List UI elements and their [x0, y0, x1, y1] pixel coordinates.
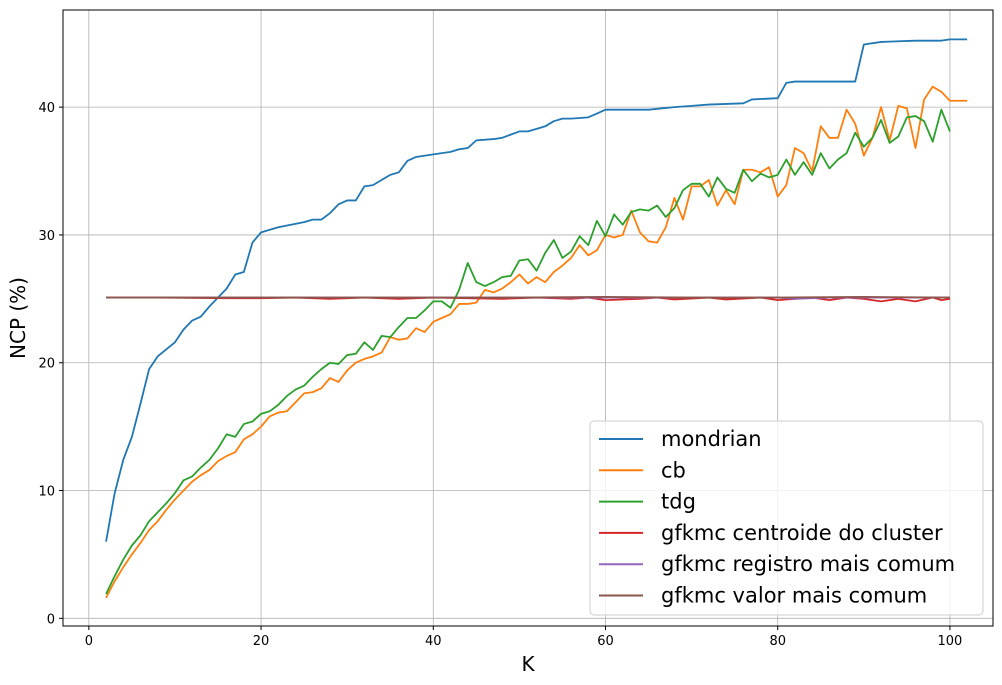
y-tick-label-4: 40	[38, 101, 55, 116]
plot-frame	[62, 9, 994, 627]
y-tick-label-1: 10	[38, 485, 55, 500]
axis-ticks: 0 20 40 60 80 100 0 10 20 30 40	[38, 101, 962, 649]
legend-box	[589, 420, 984, 616]
y-tick-label-2: 20	[38, 357, 55, 372]
x-tick-label-0: 0	[85, 634, 93, 649]
series-line-5	[106, 296, 950, 299]
legend-label-0: mondrian	[661, 427, 762, 451]
y-tick-label-3: 30	[38, 229, 55, 244]
x-axis-label: K	[521, 652, 535, 676]
x-tick-label-1: 20	[253, 634, 270, 649]
legend: mondrian cb tdg gfkmc centroide do cluster g…	[589, 420, 984, 616]
series-line-0	[105, 38, 968, 542]
y-tick-label-0: 0	[47, 612, 55, 627]
series-lines	[105, 38, 968, 599]
legend-label-5: gfkmc valor mais comum	[661, 584, 927, 608]
grid	[63, 10, 993, 626]
x-tick-label-3: 60	[597, 634, 614, 649]
series-line-1	[105, 85, 968, 599]
legend-label-4: gfkmc registro mais comum	[661, 552, 955, 576]
x-tick-label-4: 80	[769, 634, 786, 649]
x-tick-label-2: 40	[425, 634, 442, 649]
legend-label-3: gfkmc centroide do cluster	[661, 521, 943, 545]
legend-label-2: tdg	[661, 490, 696, 514]
legend-label-1: cb	[661, 458, 686, 482]
y-axis-label: NCP (%)	[6, 277, 30, 359]
series-line-2	[105, 108, 951, 595]
x-tick-label-5: 100	[938, 634, 963, 649]
